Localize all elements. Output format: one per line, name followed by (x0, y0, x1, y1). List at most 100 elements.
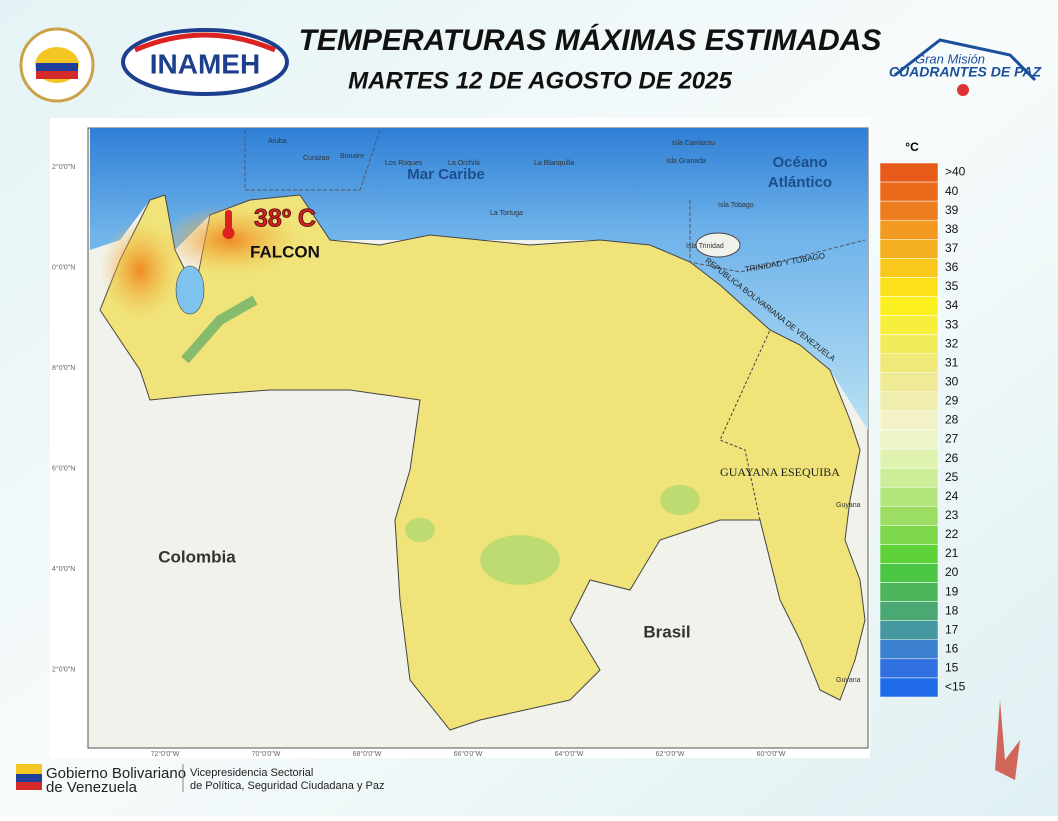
legend-label: 22 (945, 527, 959, 541)
legend-swatch (879, 525, 939, 545)
legend-swatch (879, 391, 939, 412)
map-label: Guyana (836, 502, 861, 509)
esequiba-border (719, 329, 771, 521)
island-label: Bonaire (340, 153, 364, 160)
legend-swatch (879, 353, 939, 374)
island-label: Aruba (268, 138, 287, 145)
legend-label: 37 (945, 241, 959, 255)
legend-swatch (879, 410, 939, 431)
legend-label: 26 (945, 451, 959, 465)
legend-label: 18 (945, 603, 959, 617)
legend-label: 20 (945, 565, 959, 579)
legend-swatch (879, 486, 939, 507)
hot-area (100, 220, 180, 320)
highland (405, 518, 435, 542)
legend-swatch (879, 334, 939, 354)
legend-label: <15 (945, 680, 966, 694)
island-label: La Orchila (448, 160, 480, 167)
island-label: Isla Carriacou (672, 140, 715, 147)
bicentennial-logo (995, 700, 1020, 780)
subtitle: MARTES 12 DE AGOSTO DE 2025 (348, 67, 732, 94)
legend-swatch (879, 506, 939, 526)
sea (90, 128, 868, 430)
legend-swatch (879, 658, 939, 679)
mission-text: CUADRANTES DE PAZ (889, 64, 1042, 80)
title: TEMPERATURAS MÁXIMAS ESTIMADAS (299, 23, 882, 57)
legend-label: 34 (945, 298, 959, 312)
island-label: Isla Trinidad (686, 243, 724, 250)
footer-text: de Política, Seguridad Ciudadana y Paz (190, 780, 384, 792)
legend-label: 35 (945, 279, 959, 293)
lat-ticks: 2°0'0"N 0°0'0"N 8°0'0"N 6°0'0"N 4°0'0"N 2°0'0… (52, 163, 75, 674)
legend-swatch (879, 582, 939, 602)
legend-label: 19 (945, 584, 959, 598)
lon-tick-label: 72°0'0"W (151, 750, 180, 758)
legend-swatch (879, 429, 939, 450)
legend-swatch (879, 181, 939, 202)
venezuela (99, 194, 866, 731)
lat-tick-label: 6°0'0"N (52, 464, 75, 472)
legend-swatch (879, 219, 939, 240)
lat-tick-label: 2°0'0"N (52, 163, 75, 171)
lat-tick-label: 0°0'0"N (52, 263, 75, 271)
footer-text: de Venezuela (46, 779, 138, 796)
mission-pin (957, 84, 969, 96)
highland (480, 535, 560, 585)
legend-label: 24 (945, 489, 959, 503)
map-label: Océano (772, 154, 827, 171)
legend-swatch (879, 258, 939, 278)
legend-label: 28 (945, 413, 959, 427)
legend-label: 23 (945, 508, 959, 522)
footer-text: Gobierno Bolivariano (46, 765, 186, 782)
legend-label: 38 (945, 222, 959, 236)
legend-label: >40 (945, 165, 966, 179)
legend-swatch (879, 620, 939, 641)
hot-area (160, 205, 300, 275)
lon-ticks: 72°0'0"W 70°0'0"W 68°0'0"W 66°0'0"W 64°0'0"W… (151, 750, 786, 758)
legend-swatch (879, 677, 939, 698)
inameh-text: INAMEH (150, 48, 260, 79)
legend-label: 31 (945, 355, 959, 369)
map-label: Mar Caribe (407, 166, 485, 183)
lon-tick-label: 66°0'0"W (454, 750, 483, 758)
legend-swatch (879, 639, 939, 660)
highlight-state: FALCON (250, 242, 320, 261)
legend: >40 40 39 38 37 36 35 34 33 32 31 30 29 28 27 26 25 24 23 2… (879, 162, 966, 698)
lat-tick-label: 4°0'0"N (52, 565, 75, 573)
highland (660, 485, 700, 515)
legend-swatch (879, 296, 939, 316)
map-label: Colombia (158, 547, 236, 566)
legend-swatch (879, 467, 939, 488)
island-label: La Blanquilla (534, 160, 574, 167)
map-label: GUAYANA ESEQUIBA (720, 465, 840, 479)
trinidad-island (695, 232, 741, 258)
legend-unit: °C (905, 140, 919, 154)
legend-swatch (879, 544, 939, 564)
legend-label: 36 (945, 260, 959, 274)
emblem-flag (36, 63, 78, 71)
lat-tick-label: 8°0'0"N (52, 364, 75, 372)
legend-label: 33 (945, 317, 959, 331)
lon-tick-label: 64°0'0"W (555, 750, 584, 758)
legend-label: 27 (945, 432, 959, 446)
island-label: Curazao (303, 155, 330, 162)
legend-swatch (879, 563, 939, 583)
mission-logo (894, 38, 1037, 82)
legend-label: 25 (945, 470, 959, 484)
gov-logo (16, 774, 42, 782)
legend-swatch (879, 162, 939, 183)
map-label: Guyana (836, 677, 861, 684)
legend-swatch (879, 277, 939, 297)
maritime-border (244, 129, 866, 273)
legend-swatch (879, 601, 939, 621)
gov-logo (16, 782, 42, 790)
mission-text: Gran Misión (915, 51, 985, 66)
lon-tick-label: 62°0'0"W (656, 750, 685, 758)
legend-label: 29 (945, 394, 959, 408)
legend-swatch (879, 372, 939, 393)
inameh-arc (134, 32, 276, 53)
island-label: Isla Granada (666, 158, 706, 165)
legend-label: 40 (945, 184, 959, 198)
legend-swatch (879, 448, 939, 469)
